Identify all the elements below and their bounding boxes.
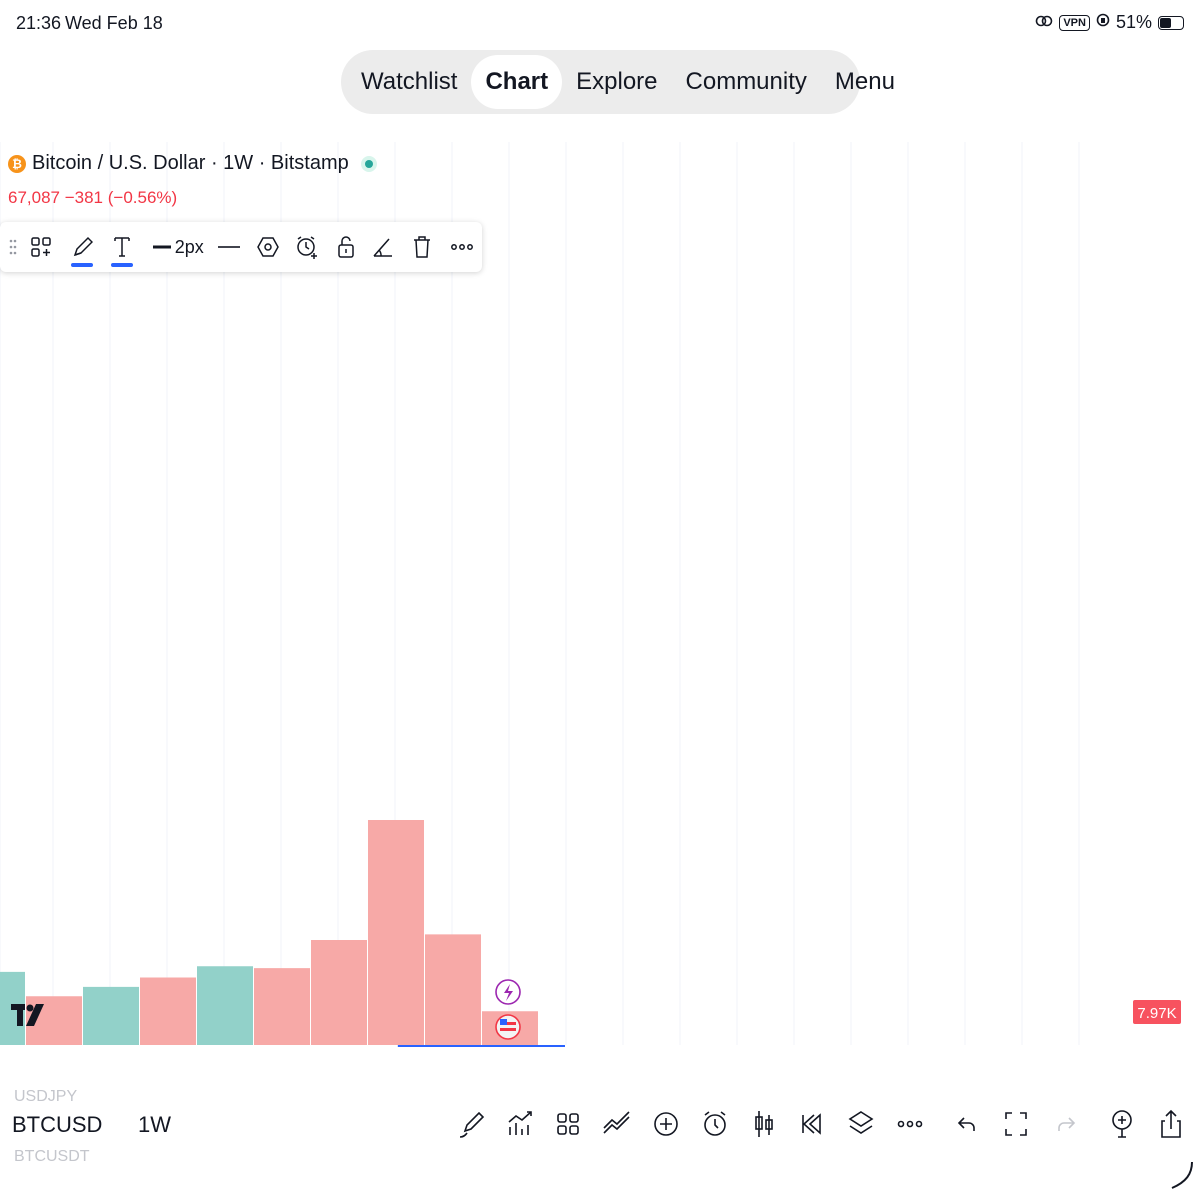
flag-canton: [500, 1019, 507, 1025]
tradingview-logo: [10, 1000, 46, 1030]
status-bar: 21:36 Wed Feb 18 VPN 51%: [0, 0, 1200, 46]
interval-selector[interactable]: 1W: [138, 1112, 171, 1137]
volume-value-label: 7.97K: [1137, 1005, 1176, 1022]
chart-area[interactable]: 102,500100,00097,50095,00092,50090,00087…: [0, 142, 1200, 1047]
volume-bar: [254, 968, 310, 1045]
link-icon: [1035, 12, 1053, 33]
undo-icon[interactable]: [951, 1108, 983, 1140]
legend-title[interactable]: Bitcoin / U.S. Dollar · 1W · Bitstamp: [32, 152, 349, 174]
market-open-icon: [360, 155, 377, 172]
text-icon[interactable]: [102, 227, 142, 267]
vpn-badge: VPN: [1059, 14, 1090, 31]
chart-canvas[interactable]: 102,500100,00097,50095,00092,50090,00087…: [0, 142, 1200, 1047]
hexagon-icon[interactable]: [249, 227, 287, 267]
drawing-toolbar: 2px: [0, 222, 482, 272]
time-axis-selected-box: [453, 1045, 565, 1047]
rotation-lock-icon: [1096, 12, 1110, 33]
templates-icon[interactable]: [552, 1108, 584, 1140]
favorites-grid-icon[interactable]: [20, 227, 62, 267]
lock-icon[interactable]: [327, 227, 365, 267]
alarm-add-icon[interactable]: [287, 227, 327, 267]
angle-icon[interactable]: [365, 227, 403, 267]
next-symbol[interactable]: BTCUSDT: [14, 1148, 90, 1165]
pencil-icon[interactable]: [62, 227, 102, 267]
tab-watchlist[interactable]: Watchlist: [361, 68, 458, 95]
flag-stripe: [500, 1022, 516, 1025]
battery-percent: 51%: [1115, 12, 1152, 32]
pencil-cursor-icon: [1170, 1160, 1196, 1195]
tab-chart[interactable]: Chart: [471, 55, 563, 109]
flash-glyph: [504, 984, 513, 1001]
volume-bar: [197, 966, 253, 1045]
top-nav: Watchlist Chart Explore Community Menu: [341, 50, 895, 114]
share-icon[interactable]: [1155, 1108, 1187, 1140]
replay-icon[interactable]: [796, 1108, 828, 1140]
tab-menu[interactable]: Menu: [834, 68, 895, 95]
volume-bar: [425, 934, 481, 1045]
alert-icon[interactable]: [699, 1108, 731, 1140]
add-icon[interactable]: [650, 1108, 682, 1140]
indicators-icon[interactable]: [504, 1108, 536, 1140]
fullscreen-icon[interactable]: [1000, 1108, 1032, 1140]
more-icon[interactable]: [442, 227, 482, 267]
symbol-selector[interactable]: BTCUSD: [12, 1112, 103, 1137]
bottom-toolbar: USDJPY BTCUSD BTCUSDT 1W: [0, 1088, 1200, 1200]
volume-bar: [311, 940, 367, 1045]
redo-icon[interactable]: [1050, 1108, 1082, 1140]
volume-label-box: [1133, 1000, 1181, 1024]
previous-symbol[interactable]: USDJPY: [14, 1088, 78, 1105]
tab-community[interactable]: Community: [685, 68, 807, 95]
status-date: Wed Feb 18: [65, 13, 163, 33]
economic-event-icon: [495, 1014, 521, 1040]
status-time: 21:36: [16, 13, 62, 33]
magnifier-add-icon[interactable]: [1106, 1108, 1138, 1140]
layers-icon[interactable]: [845, 1108, 877, 1140]
bitcoin-icon: ₿: [8, 154, 26, 173]
status-right: VPN 51%: [1035, 12, 1184, 33]
time-axis-selected-box: [398, 1045, 458, 1047]
line-style-icon[interactable]: [209, 227, 249, 267]
legend-price-change: 67,087 −381 (−0.56%): [8, 188, 178, 207]
drag-handle-icon[interactable]: [6, 227, 20, 267]
line-width-label: 2px: [174, 236, 204, 257]
chart-legend[interactable]: ₿ Bitcoin / U.S. Dollar · 1W · Bitstamp: [8, 152, 377, 175]
trash-icon[interactable]: [402, 227, 442, 267]
candle-type-icon[interactable]: [748, 1108, 780, 1140]
more-icon[interactable]: [894, 1108, 926, 1140]
brush-icon[interactable]: [455, 1108, 487, 1140]
volume-bar: [140, 977, 196, 1045]
flag-stripe: [500, 1028, 516, 1031]
battery-icon: [1158, 15, 1184, 30]
volume-bar: [368, 820, 424, 1045]
compare-icon[interactable]: [601, 1108, 633, 1140]
volume-bar: [83, 986, 139, 1045]
tab-explore[interactable]: Explore: [576, 68, 658, 95]
line-width-selector[interactable]: 2px: [147, 227, 209, 267]
